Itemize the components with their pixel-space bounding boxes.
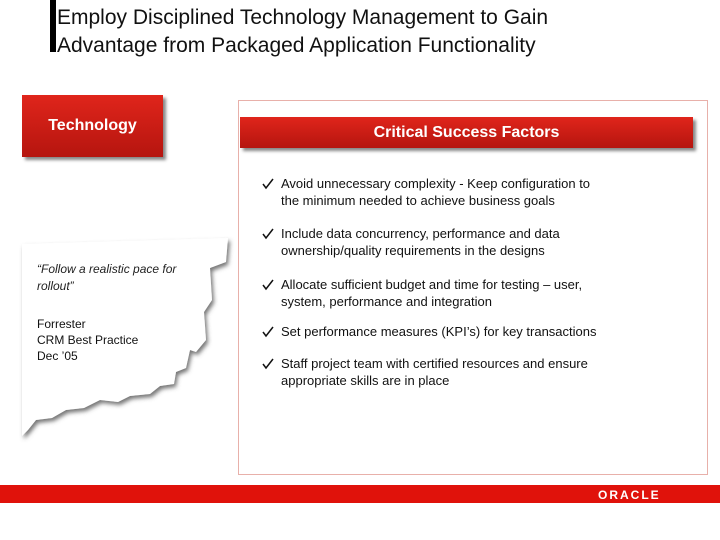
title-line: Employ Disciplined Technology Management…: [57, 6, 549, 29]
factor-line: Avoid unnecessary complexity - Keep conf…: [281, 176, 591, 191]
factor-line: Allocate sufficient budget and time for …: [281, 277, 583, 292]
factor-line: appropriate skills are in place: [281, 373, 450, 388]
source-line: CRM Best Practice: [37, 333, 139, 347]
factor-line: Set performance measures (KPI’s) for key…: [281, 324, 597, 339]
technology-box: Technology: [22, 95, 163, 157]
logo: ORACLE: [598, 488, 661, 502]
factor: Include data concurrency, performance an…: [262, 225, 560, 259]
check: [262, 326, 274, 338]
quote-line: rollout”: [37, 279, 74, 293]
title-accent: [50, 0, 56, 52]
factor: Staff project team with certified resour…: [262, 355, 588, 389]
quote-line: “Follow a realistic pace for: [37, 262, 177, 276]
title: Employ Disciplined Technology Management…: [57, 4, 548, 60]
technology-label: Technology: [48, 117, 137, 134]
quote: “Follow a realistic pace for rollout”: [37, 261, 176, 295]
factor-line: system, performance and integration: [281, 294, 492, 309]
source: Forrester CRM Best Practice Dec ’05: [37, 316, 138, 364]
check: [262, 279, 274, 291]
factor-line: the minimum needed to achieve business g…: [281, 193, 555, 208]
check: [262, 228, 274, 240]
check: [262, 178, 274, 190]
factor-line: Include data concurrency, performance an…: [281, 226, 560, 241]
footer-bar: [0, 485, 720, 503]
torn-paper: [22, 238, 228, 436]
title-line: Advantage from Packaged Application Func…: [57, 34, 536, 57]
factor: Avoid unnecessary complexity - Keep conf…: [262, 175, 590, 209]
panel: [238, 100, 708, 475]
factor-line: ownership/quality requirements in the de…: [281, 243, 545, 258]
source-line: Dec ’05: [37, 349, 78, 363]
factor: Allocate sufficient budget and time for …: [262, 276, 582, 310]
check: [262, 358, 274, 370]
factor-line: Staff project team with certified resour…: [281, 356, 588, 371]
panel-header: Critical Success Factors: [240, 117, 693, 148]
source-line: Forrester: [37, 317, 86, 331]
factor: Set performance measures (KPI’s) for key…: [262, 323, 597, 340]
